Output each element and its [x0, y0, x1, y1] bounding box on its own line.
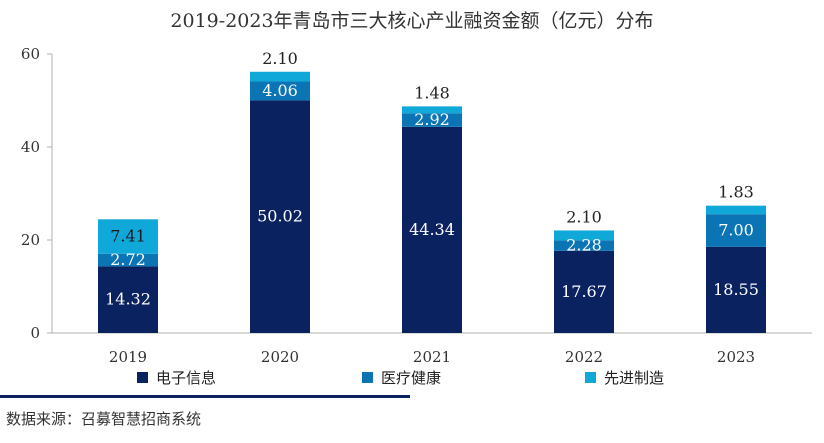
data-label: 2.10 — [566, 207, 602, 226]
legend-item-electronics: 电子信息 — [137, 367, 216, 388]
data-label: 7.41 — [110, 227, 146, 246]
x-tick-label: 2022 — [565, 348, 603, 365]
legend: 电子信息 医疗健康 先进制造 — [0, 367, 824, 391]
data-labels: 14.32 2.72 7.41 50.02 4.06 2.10 44.34 2.92 1.48 1… — [105, 49, 759, 309]
bar-segment — [98, 253, 158, 267]
data-label: 2.72 — [110, 250, 146, 269]
legend-item-manufacturing: 先进制造 — [585, 367, 664, 388]
y-tick-label: 0 — [30, 324, 40, 342]
bottom-rule — [0, 395, 410, 398]
source-note: 数据来源：召募智慧招商系统 — [6, 410, 202, 428]
bar-segment — [250, 71, 310, 82]
stacked-bar-chart: 0 20 40 60 2019 2020 2021 2022 2023 14.32 2.72 7.4… — [21, 45, 812, 365]
bar-segment — [402, 106, 462, 114]
bar-segment — [554, 250, 614, 333]
bar-segment — [554, 230, 614, 241]
x-tick-label: 2023 — [717, 348, 755, 365]
legend-label: 医疗健康 — [381, 369, 442, 387]
bar-segment — [250, 100, 310, 333]
data-label: 14.32 — [105, 290, 151, 309]
x-tick-label: 2020 — [261, 348, 299, 365]
data-label: 2.10 — [262, 49, 298, 68]
data-label: 7.00 — [718, 220, 754, 239]
bar-segment — [706, 205, 766, 215]
bar-segment — [250, 81, 310, 101]
data-label: 2.92 — [414, 110, 450, 129]
legend-label: 先进制造 — [604, 369, 665, 387]
x-tick-label: 2019 — [109, 348, 147, 365]
bar-segment — [706, 246, 766, 333]
y-tick-label: 60 — [21, 45, 40, 63]
bar-segment — [98, 219, 158, 254]
data-label: 2.28 — [566, 236, 602, 255]
bar-segment — [554, 240, 614, 251]
bar-segment — [706, 214, 766, 247]
data-label: 1.48 — [414, 83, 450, 102]
y-tick-label: 40 — [21, 138, 40, 156]
x-tick-label: 2021 — [413, 348, 451, 365]
y-tick-label: 20 — [21, 231, 40, 249]
data-label: 18.55 — [713, 280, 759, 299]
legend-swatch — [137, 372, 148, 383]
data-label: 17.67 — [561, 282, 607, 301]
legend-swatch — [585, 372, 596, 383]
bar-segment — [402, 113, 462, 127]
bar-segment — [98, 266, 158, 333]
bar-segment — [402, 126, 462, 333]
chart-title: 2019-2023年青岛市三大核心产业融资金额（亿元）分布 — [170, 10, 654, 32]
data-label: 1.83 — [718, 183, 754, 202]
data-label: 50.02 — [257, 207, 303, 226]
legend-item-healthcare: 医疗健康 — [362, 367, 441, 388]
data-label: 44.34 — [409, 220, 455, 239]
data-label: 4.06 — [262, 81, 298, 100]
legend-label: 电子信息 — [156, 369, 217, 387]
bars — [98, 71, 766, 333]
legend-swatch — [362, 372, 373, 383]
